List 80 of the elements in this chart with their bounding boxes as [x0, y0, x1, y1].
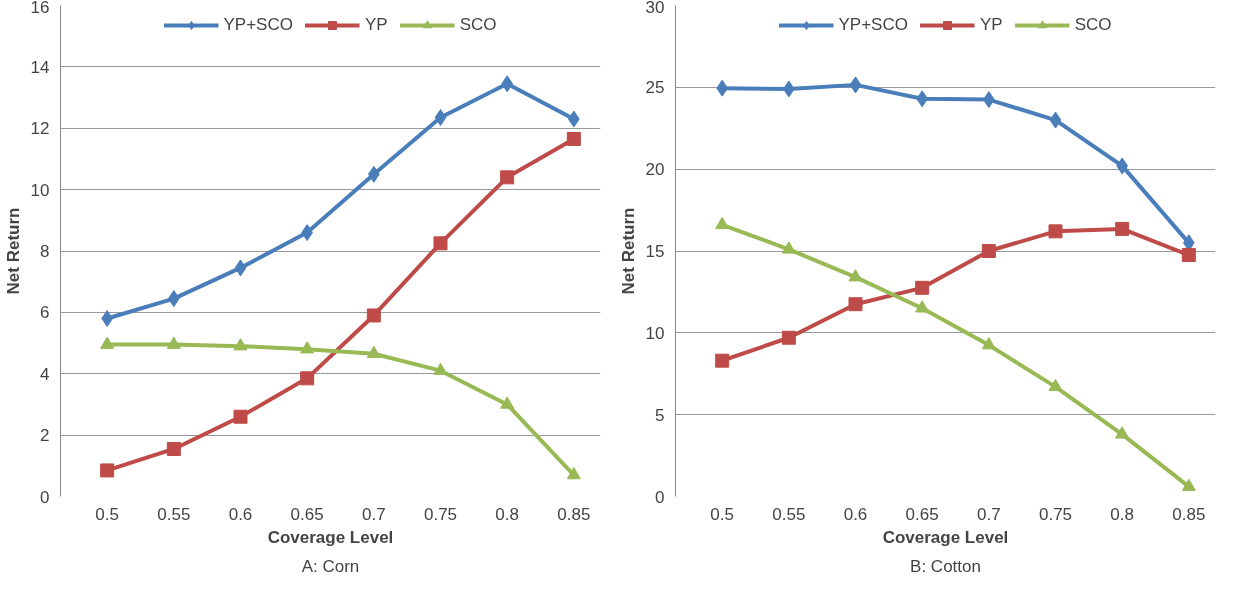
x-tick-label: 0.85 — [557, 504, 591, 524]
point — [166, 336, 181, 349]
y-tick-label: 8 — [40, 242, 50, 261]
y-tick-label: 14 — [30, 57, 50, 77]
point — [1181, 248, 1196, 263]
legend-label: SCO — [459, 15, 497, 35]
y-axis-title: Net Return — [3, 207, 23, 295]
y-tick-label: 5 — [655, 405, 665, 425]
y-tick-label: 16 — [30, 0, 50, 17]
x-tick-label: 0.55 — [157, 504, 191, 524]
x-tick-label: 0.8 — [495, 504, 519, 524]
point — [848, 297, 863, 312]
y-tick-label: 12 — [30, 119, 50, 139]
point — [1115, 221, 1130, 236]
y-tick-label: 30 — [645, 0, 665, 17]
x-tick-label: 0.75 — [423, 504, 458, 524]
legend-label: SCO — [1074, 15, 1112, 35]
point — [233, 409, 248, 424]
x-tick-label: 0.65 — [290, 504, 324, 524]
x-axis-title: Coverage Level — [882, 527, 1009, 547]
y-tick-label: 15 — [645, 242, 665, 261]
point — [300, 371, 315, 386]
point — [715, 216, 730, 230]
legend-label: YP+SCO — [223, 15, 293, 35]
y-tick-label: 4 — [40, 364, 50, 384]
text: A: Corn — [301, 556, 360, 576]
point — [781, 241, 796, 254]
y-tick-label: 0 — [40, 487, 50, 507]
y-tick-label: 20 — [645, 160, 665, 180]
point — [1048, 224, 1063, 239]
legend-label: YP — [979, 15, 1003, 35]
point — [366, 308, 381, 323]
x-tick-label: 0.6 — [843, 504, 868, 524]
x-tick-label: 0.6 — [228, 504, 253, 524]
point — [100, 463, 115, 478]
point — [100, 336, 115, 349]
point — [1181, 478, 1196, 491]
y-tick-label: 0 — [655, 487, 665, 507]
x-tick-label: 0.5 — [710, 504, 734, 524]
y-tick-label: 6 — [40, 303, 50, 323]
y-tick-label: 25 — [645, 78, 665, 98]
point — [981, 337, 996, 350]
point — [915, 280, 930, 295]
point — [981, 244, 996, 258]
point — [434, 109, 447, 127]
y-tick-label: 10 — [645, 323, 665, 343]
point — [366, 345, 381, 359]
point — [234, 259, 247, 277]
point — [500, 396, 515, 409]
point — [781, 330, 796, 345]
point — [566, 131, 581, 146]
point — [1115, 426, 1130, 439]
x-tick-label: 0.65 — [905, 504, 939, 524]
x-tick-label: 0.5 — [95, 504, 119, 524]
point — [433, 236, 448, 251]
y-tick-label: 2 — [40, 426, 50, 446]
point — [1049, 111, 1062, 129]
x-tick-label: 0.8 — [1110, 504, 1134, 524]
point — [715, 353, 730, 368]
point — [1048, 378, 1063, 392]
y-tick-label: 10 — [30, 180, 50, 200]
point — [566, 467, 581, 480]
x-tick-label: 0.7 — [977, 504, 1001, 524]
text: B: Cotton — [910, 556, 981, 576]
y-axis-title: Net Return — [618, 207, 638, 295]
x-tick-label: 0.75 — [1038, 504, 1073, 524]
point — [849, 76, 862, 94]
x-axis-title: Coverage Level — [267, 527, 394, 547]
point — [915, 300, 930, 313]
x-tick-label: 0.85 — [1172, 504, 1206, 524]
point — [848, 269, 863, 282]
point — [233, 338, 248, 351]
x-tick-label: 0.55 — [772, 504, 806, 524]
legend-label: YP — [364, 15, 388, 35]
point — [500, 170, 515, 185]
point — [300, 341, 315, 354]
point — [166, 441, 181, 456]
x-tick-label: 0.7 — [362, 504, 386, 524]
point — [433, 362, 448, 375]
legend-label: YP+SCO — [838, 15, 908, 35]
